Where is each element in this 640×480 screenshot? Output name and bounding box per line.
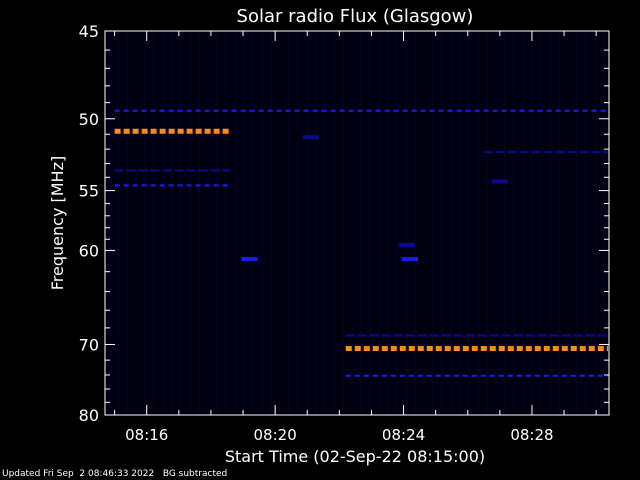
x-tick-label: 08:16: [125, 426, 168, 444]
sample-stripes: [108, 31, 605, 415]
footer-status: Updated Fri Sep 2 08:46:33 2022 BG subtr…: [2, 469, 227, 479]
y-tick-label: 55: [79, 182, 99, 201]
y-tick-label: 50: [79, 110, 99, 129]
x-axis-label: Start Time (02-Sep-22 08:15:00): [225, 447, 485, 466]
background-subtracted-note: BG subtracted: [162, 469, 228, 479]
plot-area: [105, 31, 609, 415]
y-tick-label: 60: [79, 241, 99, 260]
updated-timestamp: Updated Fri Sep 2 08:46:33 2022: [2, 469, 155, 479]
y-tick-label: 80: [79, 406, 99, 425]
plot-frame: [104, 30, 610, 416]
emission-spot: [491, 179, 508, 184]
emission-spot: [241, 257, 258, 262]
axis-ticks: 45 50 55 60 70 80 08:16 08:20 08:24 08:28: [79, 22, 609, 444]
emission-spot: [302, 135, 319, 140]
x-tick-label: 08:24: [382, 426, 425, 444]
emission-spot: [398, 242, 415, 247]
spectrogram-background: [105, 31, 609, 415]
y-axis-label: Frequency [MHz]: [48, 156, 67, 290]
emission-spot: [401, 257, 418, 262]
chart-title: Solar radio Flux (Glasgow): [237, 6, 474, 27]
y-tick-label: 45: [79, 22, 99, 41]
x-tick-label: 08:28: [510, 426, 553, 444]
y-tick-label: 70: [79, 335, 99, 354]
x-tick-label: 08:20: [254, 426, 297, 444]
